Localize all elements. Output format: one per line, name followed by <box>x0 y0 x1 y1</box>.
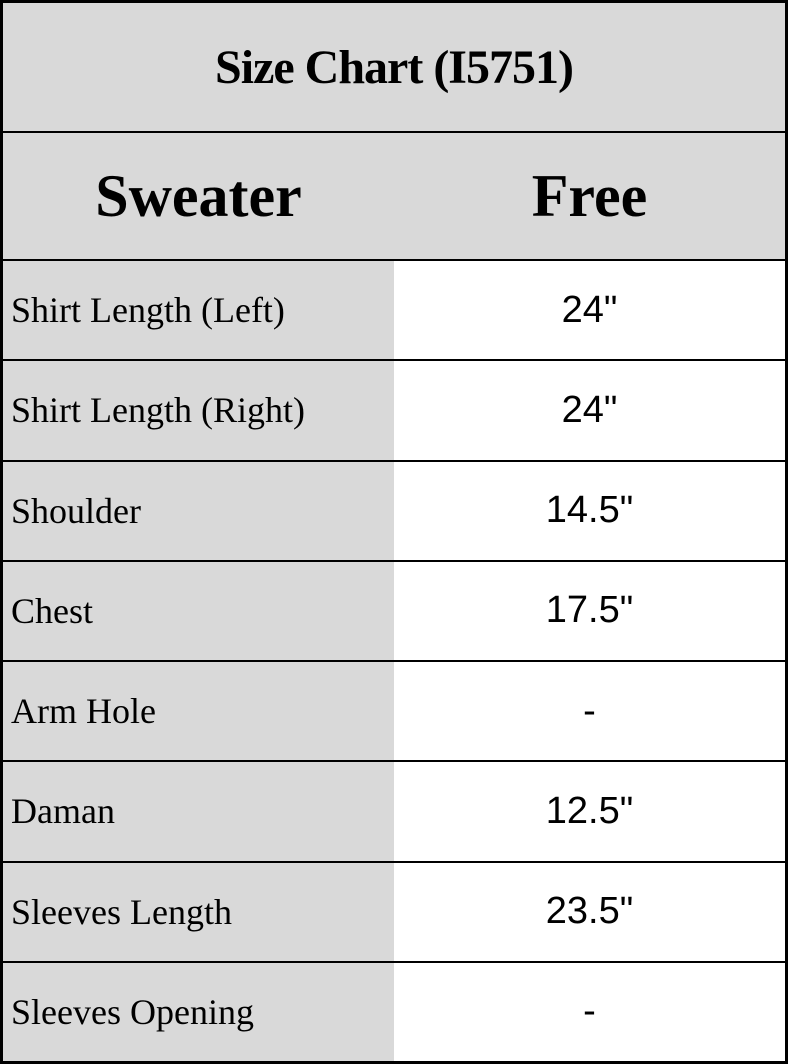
measurement-label: Daman <box>3 762 394 861</box>
measurement-label: Shirt Length (Right) <box>3 361 394 460</box>
table-header-row: Sweater Free <box>3 133 785 261</box>
measurement-label: Shirt Length (Left) <box>3 261 394 360</box>
measurement-label: Arm Hole <box>3 662 394 761</box>
column-header-size: Free <box>531 162 648 229</box>
table-row: Sleeves Length 23.5" <box>3 862 785 963</box>
measurement-value: 24" <box>394 261 785 360</box>
measurement-value: 23.5" <box>394 862 785 961</box>
table-row: Sleeves Opening - <box>3 962 785 1061</box>
measurement-value: 14.5" <box>394 461 785 560</box>
measurement-value: - <box>394 662 785 761</box>
measurement-value: - <box>394 962 785 1061</box>
table-body: Shirt Length (Left) 24" Shirt Length (Ri… <box>3 261 785 1061</box>
measurement-value: 24" <box>394 361 785 460</box>
measurement-label: Sleeves Length <box>3 862 394 961</box>
table-row: Arm Hole - <box>3 662 785 763</box>
table-row: Shirt Length (Left) 24" <box>3 261 785 362</box>
table-row: Shirt Length (Right) 24" <box>3 361 785 462</box>
measurement-label: Shoulder <box>3 461 394 560</box>
measurement-value: 17.5" <box>394 561 785 660</box>
column-header-item: Sweater <box>95 162 302 229</box>
measurement-label: Chest <box>3 561 394 660</box>
table-title-row: Size Chart (I5751) <box>3 3 785 133</box>
table-row: Daman 12.5" <box>3 762 785 863</box>
table-row: Chest 17.5" <box>3 561 785 662</box>
table-title: Size Chart (I5751) <box>215 40 574 94</box>
measurement-value: 12.5" <box>394 762 785 861</box>
measurement-label: Sleeves Opening <box>3 962 394 1061</box>
table-row: Shoulder 14.5" <box>3 461 785 562</box>
